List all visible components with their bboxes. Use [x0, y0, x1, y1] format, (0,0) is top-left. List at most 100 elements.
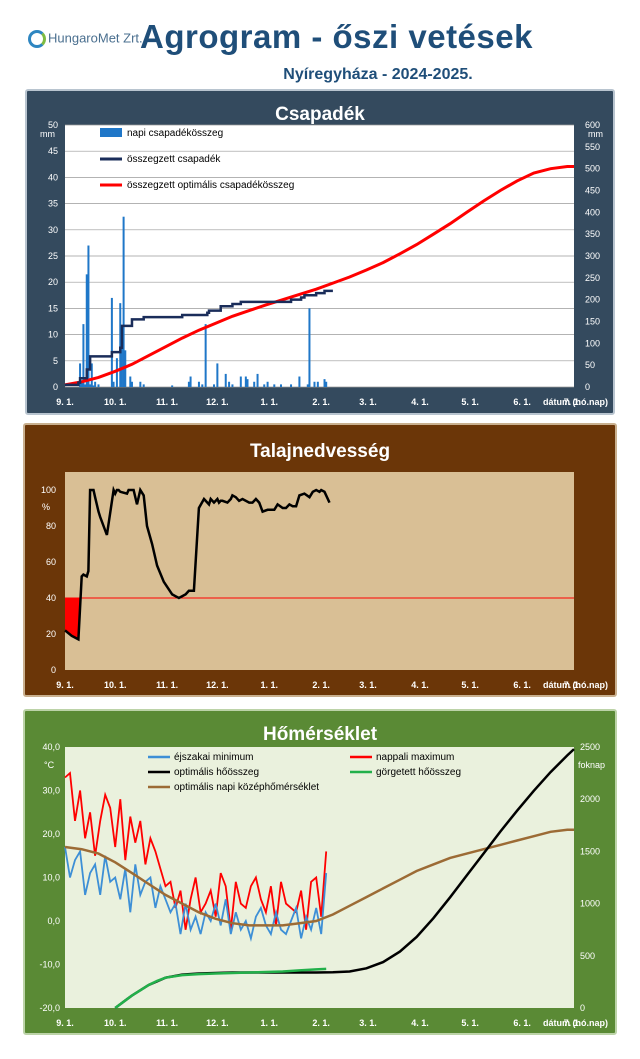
precip-bar — [239, 376, 242, 387]
optimal-mean-temp-line — [64, 828, 574, 927]
precip-bar — [130, 381, 133, 387]
y-tick-label-left: 50 — [48, 120, 58, 130]
soil-moisture-line — [64, 485, 331, 642]
precip-bar — [171, 385, 174, 387]
x-tick-label: 4. 1. — [411, 1018, 429, 1028]
legend-label: optimális hőösszeg — [174, 767, 259, 778]
x-axis-label: dátum (hó.nap) — [543, 1018, 608, 1028]
y-tick-label-right: 300 — [585, 251, 600, 261]
x-tick-label: 9. 1. — [56, 680, 74, 690]
precip-bar — [308, 308, 311, 387]
x-tick-label: 6. 1. — [513, 1018, 531, 1028]
legend-label: összegzett csapadék — [127, 154, 221, 165]
y-tick-label-right: 500 — [580, 951, 595, 961]
y-tick-label-right: 1500 — [580, 846, 600, 856]
legend-label: napi csapadékösszeg — [127, 128, 223, 139]
x-tick-label: 7. 1. — [564, 397, 582, 407]
precip-bar — [89, 384, 92, 387]
y-tick-label-left: 30 — [48, 225, 58, 235]
precip-bar — [129, 376, 132, 387]
precip-bar — [79, 363, 82, 387]
soil-moisture-chart: Talajnedvesség 0 20 40 60 80 100 9. 1. 10. 1. 11… — [23, 423, 617, 697]
precip-bar — [273, 384, 276, 387]
chart-title: Talajnedvesség — [250, 441, 390, 462]
legend-label: éjszakai minimum — [174, 752, 253, 763]
y-tick-label-right: 450 — [585, 186, 600, 196]
y-tick-label-right: 0 — [580, 1003, 585, 1013]
precip-bar — [316, 381, 319, 387]
precip-bar — [197, 381, 200, 387]
precip-bar — [325, 381, 328, 387]
x-tick-label: 9. 1. — [56, 397, 74, 407]
precip-bar — [256, 373, 259, 387]
x-tick-label: 6. 1. — [513, 397, 531, 407]
y-tick-label-left: 20 — [48, 277, 58, 287]
legend-label: görgetett hőösszeg — [376, 767, 461, 778]
temperature-chart: Hőmérséklet -20,0 -10,0 0,0 10,0 20,0 30,0 40,… — [23, 709, 617, 1035]
precip-bar — [306, 384, 309, 387]
precip-bar — [228, 381, 231, 387]
x-tick-label: 11. 1. — [156, 397, 178, 407]
chart-title: Hőmérséklet — [263, 724, 378, 745]
x-tick-label: 1. 1. — [261, 397, 279, 407]
precip-bar — [119, 303, 122, 387]
subtitle-text: Nyíregyháza - 2024-2025. — [283, 66, 473, 83]
precip-bar — [263, 384, 266, 387]
legend: éjszakai minimum nappali maximum optimál… — [148, 752, 461, 793]
precip-bar — [82, 324, 85, 387]
y-tick-label-right: 350 — [585, 229, 600, 239]
legend-swatch-bar — [100, 128, 122, 137]
y-tick-label-left: 10,0 — [42, 873, 60, 883]
x-tick-label: 12. 1. — [206, 1018, 229, 1028]
x-tick-label: 3. 1. — [359, 1018, 377, 1028]
x-tick-label: 12. 1. — [206, 680, 229, 690]
y-tick-label-right: 2000 — [580, 794, 600, 804]
x-tick-label: 7. 1. — [564, 680, 582, 690]
y-axis-unit-left: °C — [44, 760, 55, 770]
x-tick-label: 10. 1. — [104, 397, 127, 407]
precip-bar — [110, 297, 113, 387]
x-tick-label: 7. 1. — [564, 1018, 582, 1028]
precip-bar — [213, 384, 216, 387]
precip-bar — [187, 381, 190, 387]
precip-bar — [253, 381, 256, 387]
precip-bar — [85, 274, 88, 387]
precip-bar — [120, 342, 123, 387]
x-axis-label: dátum (hó.nap) — [543, 397, 608, 407]
precip-bar — [201, 384, 204, 387]
precipitation-chart: Csapadék 0510152025303540455005010015020… — [25, 89, 615, 415]
x-tick-label: 4. 1. — [411, 680, 429, 690]
y-tick-label-left: 30,0 — [42, 786, 60, 796]
precip-bar — [266, 381, 269, 387]
y-tick-label: 0 — [51, 665, 56, 675]
y-tick-label-left: 20,0 — [42, 829, 60, 839]
chart-title: Csapadék — [275, 104, 365, 125]
cumulative-precip-line — [65, 289, 333, 387]
plot-area — [65, 472, 574, 670]
legend-label: összegzett optimális csapadékösszeg — [127, 180, 294, 191]
logo-icon — [28, 30, 46, 48]
precip-bar — [112, 381, 115, 387]
y-tick-label-right: 50 — [585, 360, 595, 370]
y-tick-label: 60 — [46, 557, 56, 567]
y-axis-unit-right: foknap — [578, 760, 605, 770]
precip-bar — [87, 245, 90, 387]
x-tick-label: 11. 1. — [156, 1018, 178, 1028]
x-tick-label: 9. 1. — [56, 1018, 74, 1028]
precip-bar — [115, 358, 118, 387]
x-tick-label: 5. 1. — [461, 397, 479, 407]
precip-bar — [224, 373, 227, 387]
logo-text: HungaroMet Zrt. — [48, 30, 143, 46]
y-tick-label-right: 500 — [585, 164, 600, 174]
precip-bar — [231, 384, 234, 387]
y-tick-label: 20 — [46, 629, 56, 639]
y-tick-label-left: 10 — [48, 330, 58, 340]
y-tick-label-left: 35 — [48, 199, 58, 209]
optimal-cumulative-line — [64, 165, 574, 387]
y-tick-label-left: -10,0 — [39, 960, 60, 970]
x-tick-label: 10. 1. — [104, 1018, 127, 1028]
y-tick-label-left: 0 — [53, 382, 58, 392]
x-tick-label: 1. 1. — [261, 1018, 279, 1028]
x-tick-label: 2. 1. — [312, 680, 330, 690]
precip-bar — [244, 376, 247, 387]
